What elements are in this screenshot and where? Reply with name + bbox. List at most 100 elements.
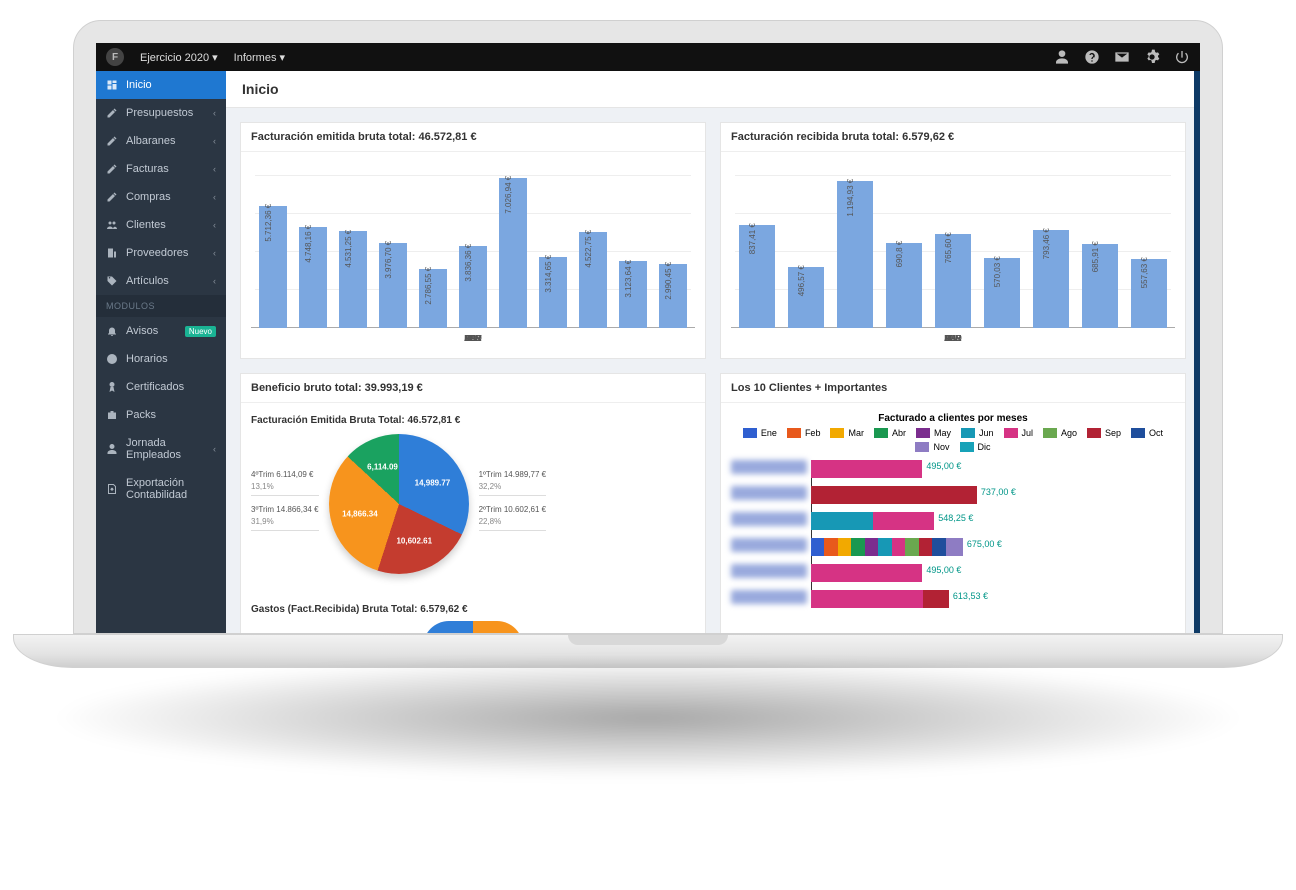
sidebar-item-label: Albaranes: [126, 135, 176, 147]
legend-item-ene: Ene: [743, 428, 777, 438]
clients-legend: EneFebMarAbrMayJunJulAgoSepOctNovDic: [731, 428, 1175, 452]
sidebar-item-presupuestos[interactable]: Presupuestos ‹: [96, 99, 226, 127]
edit-icon: [106, 107, 118, 119]
sidebar-item-avisos[interactable]: Avisos Nuevo: [96, 317, 226, 345]
client-bar: [811, 486, 977, 504]
sidebar-item-label: Inicio: [126, 79, 152, 91]
sidebar-item-label: Artículos: [126, 275, 169, 287]
sidebar-section-header: MODULOS: [96, 295, 226, 317]
chevron-left-icon: ‹: [213, 248, 216, 258]
client-value: 495,00 €: [926, 565, 961, 575]
sidebar-item-label: Clientes: [126, 219, 166, 231]
edit-icon: [106, 191, 118, 203]
brief-icon: [106, 409, 118, 421]
panel-title: Beneficio bruto total: 39.993,19 €: [241, 374, 705, 403]
bar-value: 4.748,16 €: [304, 225, 313, 263]
bar-value: 4.531,25 €: [344, 229, 353, 267]
pie-chart: 14,989.7710,602.6114,866.346,114.09: [329, 434, 469, 574]
bar-value: 3.123,64 €: [624, 259, 633, 297]
sidebar-item-horarios[interactable]: Horarios: [96, 345, 226, 373]
legend-item-dic: Dic: [960, 442, 991, 452]
client-bar: [811, 590, 949, 608]
bar-nov: 2.990,45 € NOV: [655, 264, 691, 328]
bar-abr: 3.976,70 € ABR: [375, 243, 411, 328]
chevron-left-icon: ‹: [213, 220, 216, 230]
page-title: Inicio: [226, 71, 1200, 108]
bar-value: 1.194,93 €: [846, 179, 855, 217]
sidebar-item-artículos[interactable]: Artículos ‹: [96, 267, 226, 295]
sidebar-item-albaranes[interactable]: Albaranes ‹: [96, 127, 226, 155]
bar-mar: 1.194,93 € MAR: [833, 181, 878, 328]
sidebar-item-packs[interactable]: Packs: [96, 401, 226, 429]
export-icon: [106, 483, 118, 495]
user-icon[interactable]: [1054, 49, 1070, 65]
sidebar-item-exportación-contabilidad[interactable]: Exportación Contabilidad: [96, 469, 226, 509]
chevron-left-icon: ‹: [213, 108, 216, 118]
bar-value: 793,46 €: [1042, 228, 1051, 259]
bar-jul: 7.026,94 € JUL: [495, 178, 531, 328]
chevron-left-icon: ‹: [213, 444, 216, 454]
edit-icon: [106, 163, 118, 175]
bar-ene: 837,41 € ENE: [735, 225, 780, 328]
menu-ejercicio[interactable]: Ejercicio 2020 ▾: [140, 51, 218, 64]
gastos-pie-partial: [423, 621, 523, 633]
sidebar-item-inicio[interactable]: Inicio: [96, 71, 226, 99]
mail-icon[interactable]: [1114, 49, 1130, 65]
user-icon: [106, 443, 118, 455]
gear-icon[interactable]: [1144, 49, 1160, 65]
help-icon[interactable]: [1084, 49, 1100, 65]
bar-may: 2.786,55 € MAY: [415, 269, 451, 328]
gastos-subtitle: Gastos (Fact.Recibida) Bruta Total: 6.57…: [251, 604, 695, 615]
sidebar-item-facturas[interactable]: Facturas ‹: [96, 155, 226, 183]
client-name-blurred: [731, 590, 807, 604]
bar-ago: 685,91 € AGO: [1077, 244, 1122, 328]
legend-item-jun: Jun: [961, 428, 994, 438]
bar-value: 685,91 €: [1091, 242, 1100, 273]
client-value: 548,25 €: [938, 513, 973, 523]
panel-title: Facturación emitida bruta total: 46.572,…: [241, 123, 705, 152]
bar-value: 5.712,36 €: [264, 204, 273, 242]
clients-chart-title: Facturado a clientes por meses: [731, 413, 1175, 424]
legend-item-nov: Nov: [915, 442, 949, 452]
client-row: 675,00 €: [811, 538, 1175, 556]
panel-facturacion-emitida: Facturación emitida bruta total: 46.572,…: [240, 122, 706, 359]
client-row: 495,00 €: [811, 564, 1175, 582]
brand-logo[interactable]: F: [106, 48, 124, 66]
panel-facturacion-recibida: Facturación recibida bruta total: 6.579,…: [720, 122, 1186, 359]
menu-informes[interactable]: Informes ▾: [234, 51, 285, 64]
bar-sep: 557,63 € SEP: [1126, 259, 1171, 328]
sidebar-item-clientes[interactable]: Clientes ‹: [96, 211, 226, 239]
sidebar-item-jornada-empleados[interactable]: Jornada Empleados ‹: [96, 429, 226, 469]
sidebar-item-label: Jornada Empleados: [126, 437, 205, 461]
sidebar-item-compras[interactable]: Compras ‹: [96, 183, 226, 211]
pie-slice-label: 14,989.77: [415, 478, 451, 487]
sidebar-item-label: Facturas: [126, 163, 169, 175]
legend-item-oct: Oct: [1131, 428, 1163, 438]
bar-value: 3.836,36 €: [464, 244, 473, 282]
client-name-blurred: [731, 486, 807, 500]
tag-icon: [106, 275, 118, 287]
sidebar-item-label: Packs: [126, 409, 156, 421]
legend-item-mar: Mar: [830, 428, 864, 438]
legend-item-ago: Ago: [1043, 428, 1077, 438]
pie-slice-label: 6,114.09: [367, 463, 398, 472]
sidebar: Inicio Presupuestos ‹ Albaranes ‹ Factur…: [96, 71, 226, 633]
client-name-blurred: [731, 460, 807, 474]
panel-top-clientes: Los 10 Clientes + Importantes Facturado …: [720, 373, 1186, 633]
bar-feb: 496,57 € FEB: [784, 267, 829, 328]
sidebar-item-label: Horarios: [126, 353, 168, 365]
sidebar-item-label: Compras: [126, 191, 171, 203]
legend-item-feb: Feb: [787, 428, 821, 438]
panel-title: Facturación recibida bruta total: 6.579,…: [721, 123, 1185, 152]
sidebar-item-certificados[interactable]: Certificados: [96, 373, 226, 401]
chevron-left-icon: ‹: [213, 276, 216, 286]
right-accent-strip: [1194, 71, 1200, 633]
pie-slice-label: 10,602.61: [396, 536, 432, 545]
power-icon[interactable]: [1174, 49, 1190, 65]
building-icon: [106, 247, 118, 259]
client-name-blurred: [731, 538, 807, 552]
sidebar-item-proveedores[interactable]: Proveedores ‹: [96, 239, 226, 267]
bar-value: 690,8 €: [895, 241, 904, 268]
bar-abr: 690,8 € ABR: [882, 243, 927, 328]
bar-may: 765,60 € MAY: [931, 234, 976, 328]
